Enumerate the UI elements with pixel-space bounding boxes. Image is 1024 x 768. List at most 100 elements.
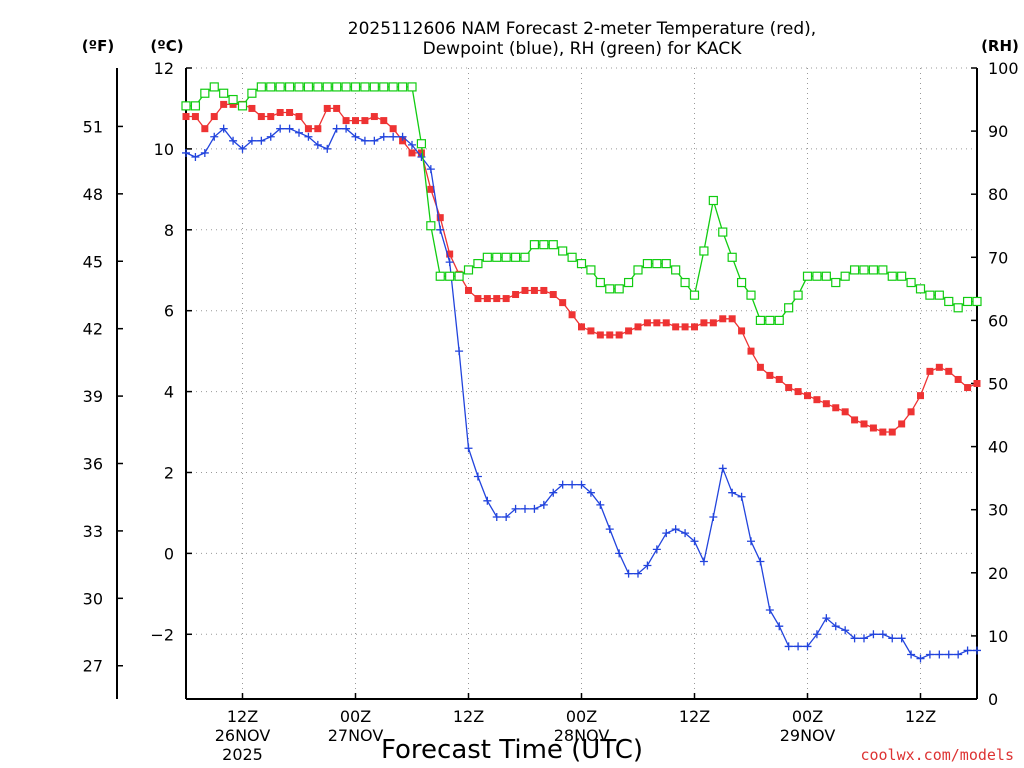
x-tick-label: 12Z	[679, 707, 710, 726]
dewpoint-point	[747, 537, 755, 546]
temperature-point	[822, 400, 830, 408]
temperature-point	[352, 117, 359, 125]
dewpoint-point	[568, 480, 577, 489]
rh-point	[558, 246, 568, 256]
rh-point	[256, 82, 266, 92]
temperature-point	[521, 286, 529, 294]
dewpoint-point	[426, 165, 435, 174]
temperature-point	[945, 367, 953, 375]
chart-subtitle: Dewpoint (blue), RH (green) for KACK	[423, 39, 743, 59]
temperature-point	[615, 331, 623, 339]
dewpoint-point	[643, 561, 652, 570]
rh-point	[567, 252, 577, 262]
dewpoint-point	[455, 347, 464, 356]
temperature-point	[512, 291, 520, 299]
date-label: 29NOV	[780, 726, 836, 745]
temperature-point	[653, 319, 661, 327]
rh-tick-label: 70	[988, 248, 1008, 267]
dewpoint-point	[464, 444, 473, 453]
dewpoint-point	[398, 132, 407, 141]
temperature-point	[465, 286, 472, 294]
fahrenheit-tick-label: 42	[83, 320, 103, 339]
temperature-point	[295, 113, 303, 121]
rh-point	[369, 82, 379, 92]
x-tick-label: 00Z	[792, 707, 823, 726]
celsius-tick-label: 8	[164, 221, 174, 240]
dewpoint-point	[530, 504, 539, 513]
tick-labels: 121086420−251484542393633302710090807060…	[83, 59, 1019, 764]
fahrenheit-tick-label: 36	[83, 454, 103, 473]
rh-point	[397, 82, 408, 92]
temperature-point	[502, 295, 510, 303]
fahrenheit-tick-label: 27	[83, 657, 103, 676]
dewpoint-point	[822, 614, 831, 623]
x-tick-label: 00Z	[340, 707, 371, 726]
temperature-point	[201, 125, 209, 133]
temperature-point	[436, 214, 444, 222]
rh-point	[266, 82, 276, 92]
dewpoint-point	[973, 646, 981, 655]
rh-point	[849, 265, 860, 275]
rh-point	[680, 277, 690, 288]
temperature-point	[333, 104, 341, 112]
rh-point	[614, 284, 624, 294]
rh-point	[944, 296, 954, 307]
temperature-point	[879, 428, 887, 436]
dewpoint-point	[502, 512, 511, 521]
temperature-point	[446, 250, 454, 258]
dewpoint-point	[200, 148, 209, 157]
rh-point	[765, 315, 775, 325]
temperature-point	[399, 137, 407, 145]
temperature-point	[747, 347, 755, 355]
dewpoint-point	[577, 480, 586, 489]
temperature-point	[643, 319, 651, 327]
temperature-point	[389, 125, 397, 133]
dewpoint-point	[332, 124, 341, 133]
fahrenheit-tick-label: 33	[83, 522, 103, 541]
rh-tick-label: 20	[988, 564, 1008, 583]
temperature-point	[775, 375, 783, 383]
dewpoint-point	[379, 132, 388, 141]
x-tick-label: 00Z	[566, 707, 597, 726]
temperature-point	[719, 315, 727, 323]
temperature-point	[681, 323, 689, 331]
temperature-point	[662, 319, 670, 327]
dewpoint-point	[718, 464, 727, 473]
temperature-point	[596, 331, 604, 339]
dewpoint-point	[191, 152, 200, 161]
temperature-point	[342, 117, 350, 125]
dewpoint-point	[699, 557, 708, 566]
dewpoint-point	[257, 136, 266, 145]
dewpoint-point	[586, 488, 595, 497]
dewpoint-point	[803, 642, 812, 651]
date-label: 28NOV	[554, 726, 610, 745]
fahrenheit-tick-label: 39	[83, 387, 103, 406]
rh-point	[708, 195, 718, 206]
rh-point	[284, 82, 295, 92]
rh-point	[228, 94, 238, 105]
dewpoint-point	[596, 500, 605, 509]
dewpoint-point	[521, 504, 529, 513]
dewpoint-point	[812, 630, 821, 639]
dewpoint-point	[370, 136, 379, 145]
rh-point	[878, 265, 888, 275]
temperature-point	[766, 371, 774, 379]
dewpoint-point	[624, 569, 633, 578]
rh-tick-label: 80	[988, 185, 1008, 204]
x-tick-label: 12Z	[227, 707, 258, 726]
dewpoint-point	[266, 132, 275, 141]
dewpoint-point	[539, 500, 548, 509]
rh-point	[200, 88, 210, 98]
temperature-point	[483, 295, 491, 303]
rh-point	[379, 82, 389, 92]
rh-point	[435, 271, 445, 281]
dewpoint-point	[925, 650, 934, 659]
dewpoint-point	[784, 642, 793, 651]
dewpoint-point	[756, 557, 765, 566]
dewpoint-point	[313, 140, 322, 149]
dewpoint-point	[860, 634, 868, 643]
dewpoint-point	[850, 634, 859, 643]
celsius-tick-label: 10	[154, 140, 174, 159]
rh-point	[294, 82, 304, 92]
